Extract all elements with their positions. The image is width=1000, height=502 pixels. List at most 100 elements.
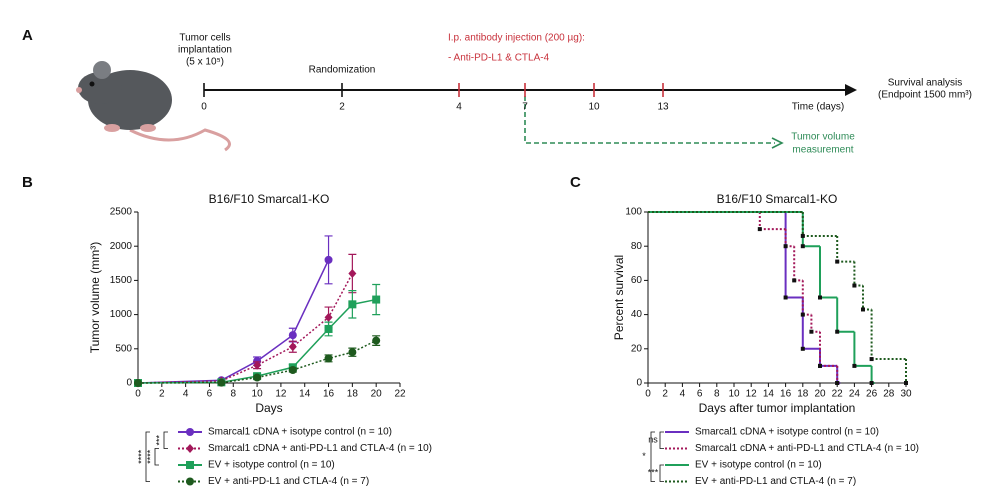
censor-mark — [861, 307, 865, 312]
x-tick-label: 22 — [832, 389, 844, 400]
marker — [348, 348, 357, 357]
legend-label: Smarcal1 cDNA + isotype control (n = 10) — [208, 427, 392, 438]
time-axis-label: Time (days) — [792, 102, 844, 113]
chart-title: B16/F10 Smarcal1-KO — [717, 192, 838, 206]
censor-mark — [783, 295, 788, 300]
y-tick-label: 80 — [631, 241, 643, 252]
x-tick-label: 6 — [697, 389, 703, 400]
measurement-arrow — [771, 137, 784, 149]
timeline: Tumor cells implantation (5 x 10⁵) Rando… — [178, 33, 972, 156]
legend-label: EV + anti-PD-L1 and CTLA-4 (n = 7) — [695, 476, 856, 487]
censor-mark — [904, 381, 908, 385]
x-tick-label: 14 — [299, 389, 311, 400]
censor-mark — [835, 259, 840, 264]
y-tick-label: 20 — [631, 343, 643, 354]
implant-label: Tumor cells — [179, 33, 230, 44]
y-tick-label: 500 — [115, 343, 132, 354]
timeline-tick-label: 4 — [456, 102, 462, 113]
marker — [372, 295, 381, 304]
measurement-line — [524, 96, 775, 144]
x-tick-label: 20 — [371, 389, 383, 400]
x-tick-label: 0 — [645, 389, 651, 400]
x-tick-label: 14 — [763, 389, 775, 400]
x-tick-label: 28 — [883, 389, 895, 400]
significance-label: *** — [648, 468, 659, 478]
x-tick-label: 10 — [728, 389, 740, 400]
censor-mark — [800, 233, 805, 238]
censor-mark — [869, 357, 874, 362]
censor-mark — [818, 363, 822, 368]
marker — [288, 342, 297, 352]
censor-mark — [852, 283, 857, 288]
marker — [186, 428, 194, 436]
censor-mark — [800, 244, 805, 249]
x-tick-label: 20 — [814, 389, 826, 400]
censor-mark — [869, 381, 874, 385]
censor-mark — [800, 346, 805, 351]
x-tick-label: 10 — [252, 389, 264, 400]
marker — [253, 373, 262, 382]
legend-label: Smarcal1 cDNA + isotype control (n = 10) — [695, 427, 879, 438]
y-tick-label: 100 — [625, 207, 642, 218]
timeline-arrow — [845, 84, 857, 96]
significance-label: *** — [154, 435, 164, 446]
y-tick-label: 60 — [631, 275, 643, 286]
x-tick-label: 4 — [183, 389, 189, 400]
measurement-label: Tumor volume — [791, 132, 855, 143]
marker — [288, 366, 297, 375]
injection-label: - Anti-PD-L1 & CTLA-4 — [448, 53, 550, 64]
endpoint-label: Survival analysis — [888, 78, 962, 89]
x-tick-label: 2 — [159, 389, 165, 400]
x-axis-label: Days after tumor implantation — [699, 401, 856, 415]
censor-mark — [818, 295, 822, 300]
y-tick-label: 40 — [631, 309, 643, 320]
x-tick-label: 22 — [394, 389, 406, 400]
x-tick-label: 12 — [746, 389, 758, 400]
x-axis-label: Days — [255, 401, 282, 415]
chart-title: B16/F10 Smarcal1-KO — [209, 192, 330, 206]
implant-label: implantation — [178, 45, 232, 56]
panel-label: A — [22, 27, 33, 44]
timeline-tick-label: 2 — [339, 102, 345, 113]
marker — [217, 378, 226, 387]
y-tick-label: 0 — [126, 378, 132, 389]
x-tick-label: 16 — [323, 389, 335, 400]
y-tick-label: 1500 — [110, 275, 133, 286]
x-tick-label: 18 — [797, 389, 809, 400]
timeline-tick-label: 7 — [522, 102, 528, 113]
censor-mark — [852, 363, 857, 368]
endpoint-label: (Endpoint 1500 mm³) — [878, 90, 972, 101]
timeline-tick-label: 0 — [201, 102, 207, 113]
legend-label: Smarcal1 cDNA + anti-PD-L1 and CTLA-4 (n… — [695, 443, 919, 454]
measurement-label: measurement — [792, 145, 853, 156]
significance-bracket — [659, 431, 664, 449]
x-tick-label: 16 — [780, 389, 792, 400]
y-tick-label: 2000 — [110, 241, 133, 252]
x-tick-label: 24 — [849, 389, 861, 400]
significance-label: **** — [136, 449, 146, 464]
marker — [186, 461, 194, 469]
implant-label: (5 x 10⁵) — [186, 57, 224, 68]
significance-bracket — [154, 448, 159, 466]
x-tick-label: 26 — [866, 389, 878, 400]
y-axis-label: Tumor volume (mm³) — [88, 242, 102, 354]
x-tick-label: 2 — [662, 389, 668, 400]
panel-label: B — [22, 174, 33, 191]
marker — [134, 379, 142, 387]
x-tick-label: 8 — [230, 389, 236, 400]
x-tick-label: 0 — [135, 389, 141, 400]
x-tick-label: 18 — [347, 389, 359, 400]
censor-mark — [835, 381, 840, 385]
mouse-illustration — [76, 61, 231, 152]
significance-label: **** — [145, 449, 155, 464]
marker — [324, 354, 333, 363]
randomization-label: Randomization — [309, 65, 376, 76]
y-axis-label: Percent survival — [612, 255, 626, 340]
censor-mark — [835, 329, 840, 334]
censor-mark — [809, 329, 814, 334]
censor-mark — [800, 312, 805, 317]
marker — [324, 312, 333, 322]
significance-label: * — [642, 451, 646, 461]
x-tick-label: 6 — [207, 389, 213, 400]
